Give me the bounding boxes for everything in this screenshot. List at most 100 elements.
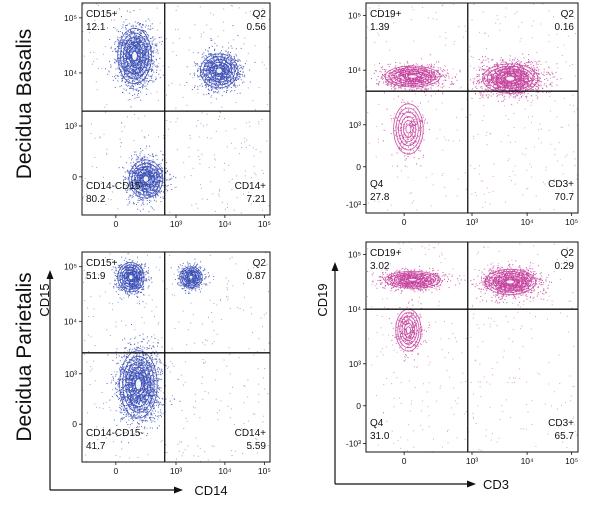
event-dot [374,186,376,188]
event-dot [93,51,95,53]
population-dot [127,61,129,63]
population-dot [145,69,147,71]
population-dot [139,24,141,26]
population-dot [117,30,119,32]
population-dot [134,185,136,187]
event-dot [478,66,480,68]
population-dot [231,59,232,61]
event-dot [167,128,169,130]
population-dot [228,84,230,86]
population-dot [207,59,209,61]
event-dot [456,129,458,131]
event-dot [258,123,260,125]
population-dot [224,76,226,78]
population-dot [136,76,138,78]
population-dot [206,77,208,79]
y-tick-label: 0 [72,172,77,182]
population-dot [242,71,244,73]
event-dot [422,7,424,8]
population-dot [156,166,158,168]
population-dot [132,62,134,64]
population-dot [427,79,429,81]
population-dot [112,79,114,81]
population-dot [131,43,133,45]
event-dot [569,104,571,106]
population-dot [134,93,136,95]
population-dot [214,64,216,66]
population-dot [432,79,434,80]
population-dot [227,60,229,62]
population-dot [400,87,402,89]
event-dot [572,190,574,192]
population-dot [134,65,136,67]
population-dot [209,53,211,55]
population-dot [132,63,134,64]
population-dot [215,72,216,74]
population-dot [235,64,237,66]
population-dot [143,48,145,50]
event-dot [236,93,238,95]
population-dot [215,68,217,69]
event-dot [147,89,149,91]
population-dot [390,81,392,83]
event-dot [225,130,227,132]
event-dot [500,141,502,143]
population-dot [400,82,402,84]
population-dot [386,77,388,78]
population-dot [138,180,140,182]
population-dot [221,54,223,56]
population-dot [161,169,163,171]
population-dot [131,44,133,46]
population-dot [197,64,199,66]
population-dot [226,65,228,67]
population-dot [216,73,217,75]
event-dot [441,102,443,104]
event-dot [114,19,116,21]
population-dot [144,36,146,38]
population-dot [210,89,212,91]
population-dot [119,57,121,59]
population-dot [395,76,397,78]
population-dot [223,69,225,70]
population-dot [160,36,162,38]
population-dot [125,48,127,50]
population-1-contour [134,165,158,193]
population-dot [132,41,134,43]
population-dot [139,23,141,25]
population-dot [158,176,160,178]
event-dot [98,5,99,6]
population-dot [118,58,120,60]
population-dot [142,47,144,49]
population-dot [132,196,134,198]
population-dot [122,91,124,93]
population-dot [398,78,400,80]
population-dot [211,56,213,58]
population-dot [131,157,133,159]
event-dot [548,34,550,36]
population-dot [158,180,160,182]
population-dot [130,56,132,58]
event-dot [435,108,437,110]
population-dot [234,58,236,60]
population-dot [429,75,431,77]
event-dot [155,76,157,78]
population-dot [135,40,137,42]
population-dot [239,71,241,72]
population-dot [130,52,132,53]
population-dot [230,54,232,56]
population-dot [128,188,130,189]
event-dot [485,135,487,137]
event-dot [436,83,438,85]
population-dot [137,38,139,40]
event-dot [268,205,270,207]
population-dot [224,58,226,60]
population-dot [137,40,138,42]
population-dot [213,57,215,59]
population-dot [223,72,225,74]
population-dot [392,81,394,83]
population-dot [147,192,149,194]
population-dot [145,167,147,169]
population-dot [120,64,122,66]
event-dot [238,7,240,9]
population-dot [208,78,210,80]
